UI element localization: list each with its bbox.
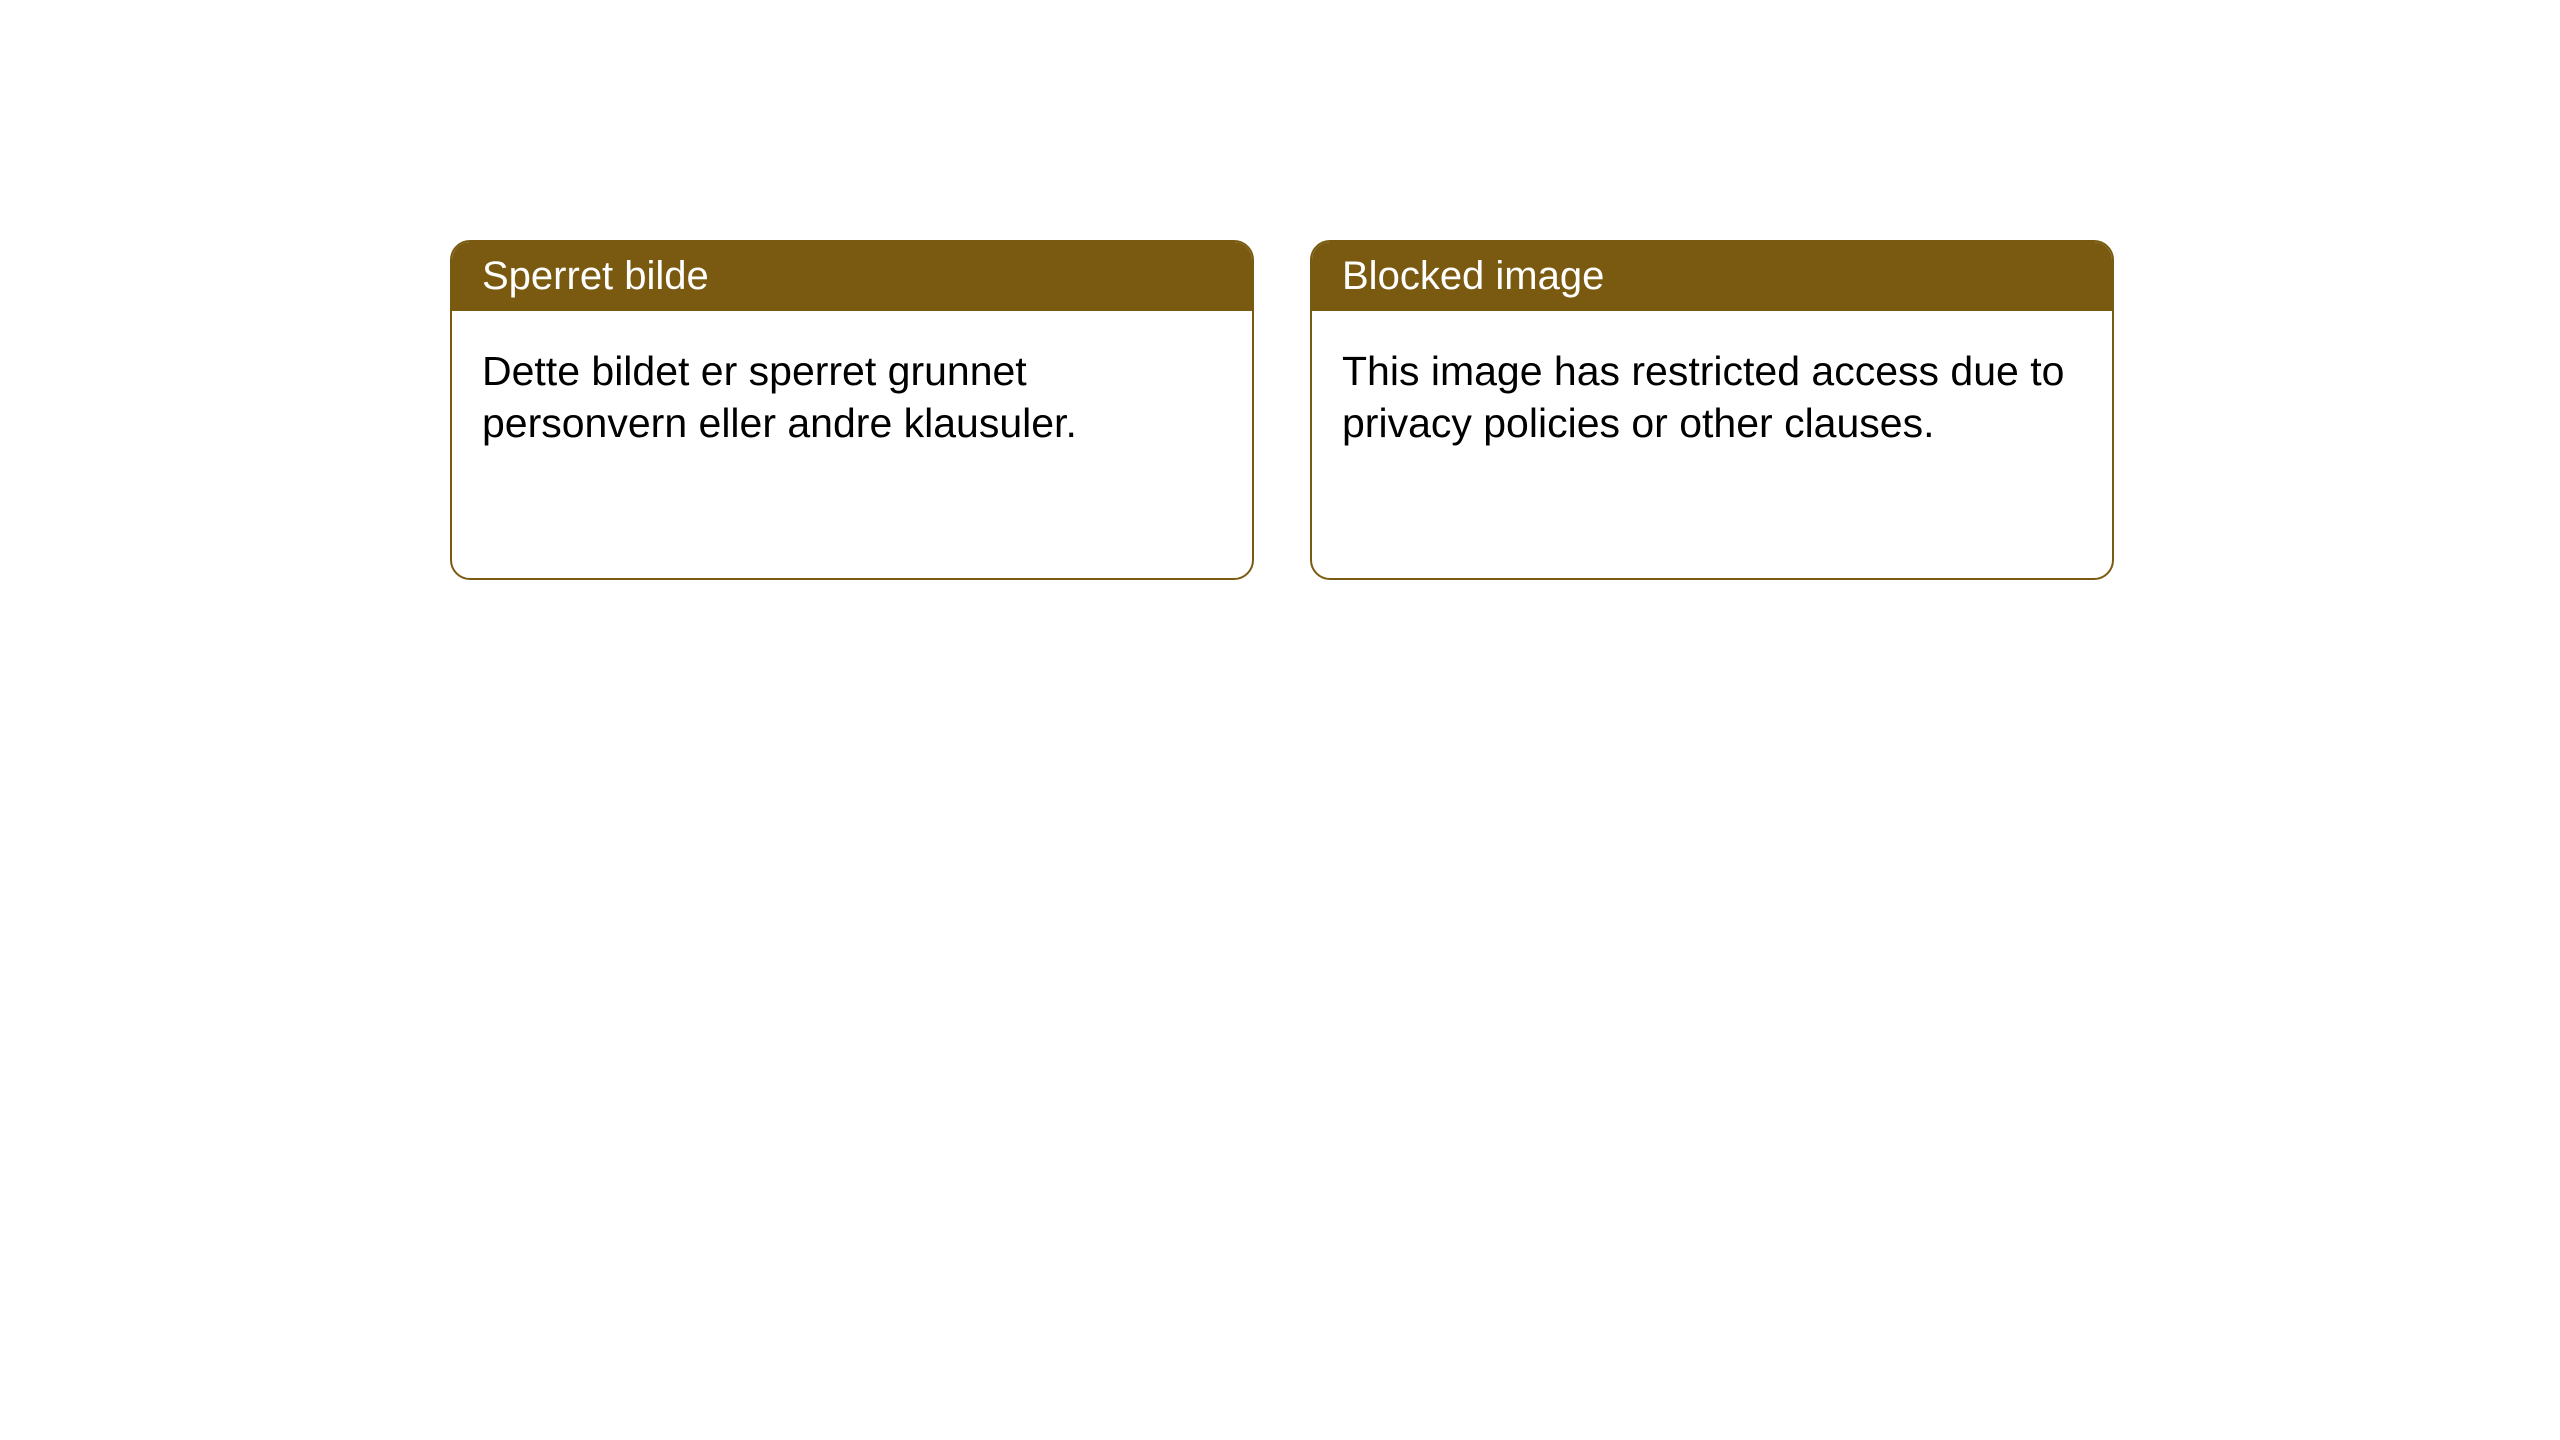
- notice-card-norwegian: Sperret bilde Dette bildet er sperret gr…: [450, 240, 1254, 580]
- notice-header: Sperret bilde: [452, 242, 1252, 311]
- notice-body: Dette bildet er sperret grunnet personve…: [452, 311, 1252, 578]
- notice-card-english: Blocked image This image has restricted …: [1310, 240, 2114, 580]
- notice-container: Sperret bilde Dette bildet er sperret gr…: [450, 240, 2114, 580]
- notice-header: Blocked image: [1312, 242, 2112, 311]
- notice-body: This image has restricted access due to …: [1312, 311, 2112, 578]
